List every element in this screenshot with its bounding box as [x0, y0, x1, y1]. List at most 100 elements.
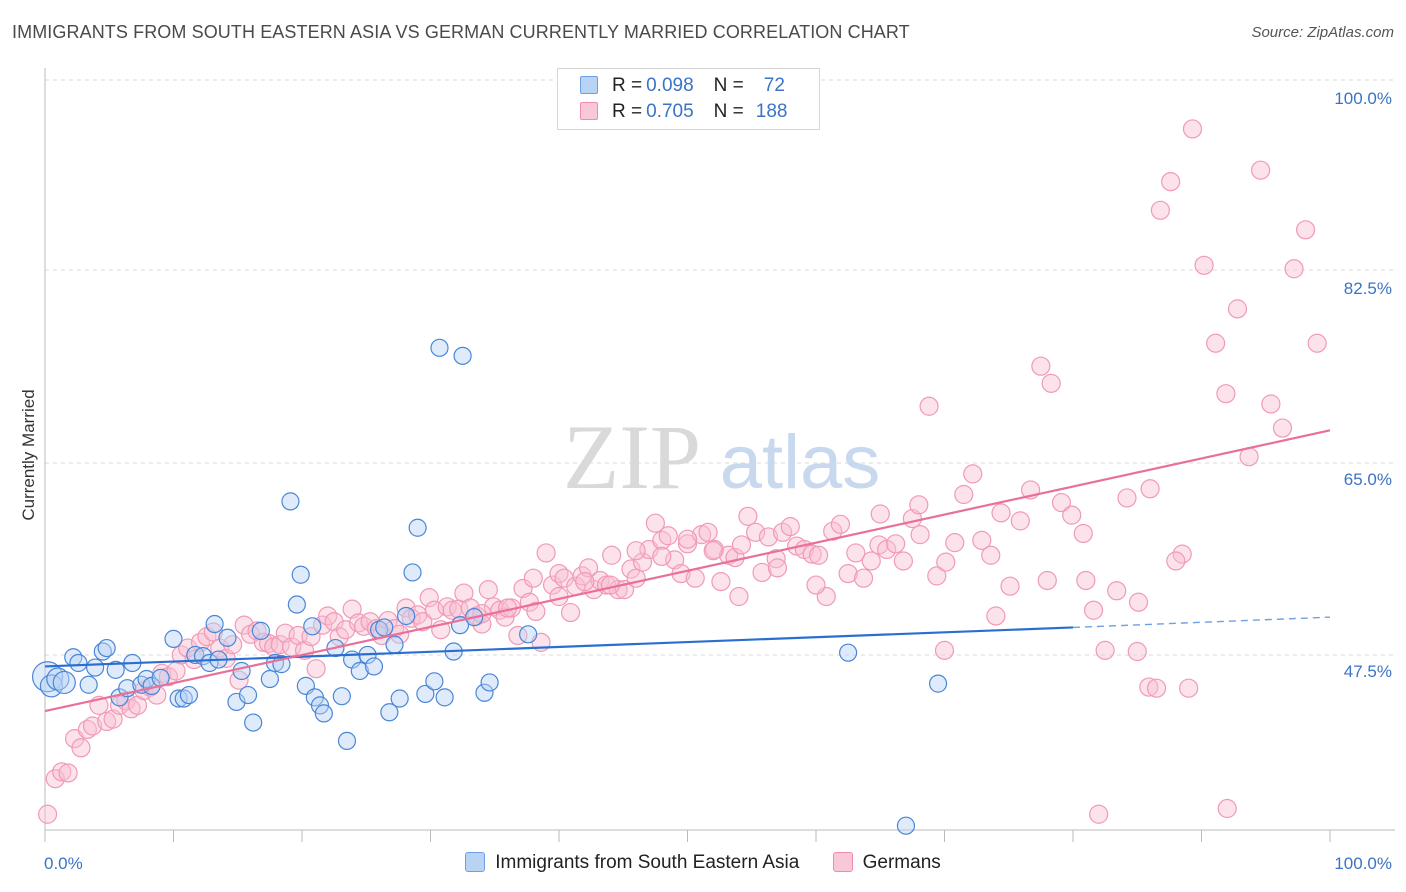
german-point	[963, 464, 983, 484]
sea-point	[291, 565, 310, 584]
legend-label-sea: Immigrants from South Eastern Asia	[495, 852, 800, 873]
german-point	[981, 545, 1001, 565]
german-point	[1083, 600, 1104, 620]
german-point	[1251, 160, 1271, 180]
sea-point	[839, 643, 858, 662]
legend-r-value-sea: 0.098	[646, 75, 694, 96]
sea-point	[332, 687, 351, 706]
sea-point	[52, 670, 76, 695]
watermark-zip: ZIP	[563, 406, 701, 508]
german-point	[306, 659, 326, 679]
german-point	[1216, 384, 1236, 404]
german-point	[542, 575, 563, 595]
german-point	[1095, 640, 1115, 660]
sea-point	[430, 338, 449, 357]
german-point	[77, 719, 98, 740]
sea-point	[218, 628, 237, 647]
sea-point	[232, 661, 251, 681]
y-axis-label: Currently Married	[19, 389, 38, 520]
grid	[45, 79, 1395, 656]
german-point	[1076, 570, 1096, 591]
german-point	[861, 551, 881, 571]
german-point	[893, 551, 913, 571]
legend-n-label: N =	[713, 101, 744, 122]
german-point	[1128, 592, 1149, 612]
german-point	[711, 572, 731, 592]
sea-point	[186, 645, 205, 665]
sea-point	[425, 672, 444, 691]
german-point	[919, 396, 939, 416]
sea-point	[164, 629, 183, 649]
german-point	[1000, 576, 1020, 596]
german-point	[1107, 581, 1127, 601]
german-point	[886, 534, 906, 554]
sea-point	[281, 492, 300, 511]
axes	[44, 68, 1395, 842]
german-point	[703, 541, 723, 561]
german-point	[523, 568, 543, 588]
legend-swatch-blue	[580, 76, 598, 94]
y-tick-label: 100.0%	[1334, 89, 1392, 108]
german-point	[37, 804, 58, 824]
sea-point	[337, 731, 357, 751]
sea-point	[403, 563, 422, 582]
sea-point	[174, 689, 193, 708]
german-point	[158, 667, 178, 687]
legend-swatch-pink	[580, 102, 598, 120]
germans-trend-line	[44, 429, 1331, 713]
german-point	[324, 612, 344, 632]
german-point	[602, 545, 622, 565]
y-tick-label: 47.5%	[1344, 662, 1392, 681]
german-point	[767, 558, 788, 578]
german-point	[1179, 678, 1199, 698]
german-point	[972, 530, 992, 550]
german-point	[1140, 479, 1160, 499]
legend-row-sea: R = 0.098 N = 72	[580, 75, 785, 101]
german-point	[677, 529, 698, 549]
german-point	[1031, 356, 1051, 376]
sea-point	[396, 606, 416, 626]
sea-point	[46, 667, 70, 691]
trend-lines	[44, 429, 1331, 713]
sea-point	[453, 346, 472, 365]
legend-r-label: R =	[612, 75, 643, 96]
sea-point	[227, 692, 246, 712]
german-point	[1146, 678, 1167, 698]
series-legend: Immigrants from South Eastern Asia Germa…	[0, 852, 1406, 874]
sea-point	[179, 685, 199, 705]
sea-point	[79, 675, 98, 694]
legend-label-germans: Germans	[862, 852, 941, 873]
german-point	[1127, 641, 1147, 662]
german-point	[698, 522, 718, 542]
german-point	[82, 716, 103, 736]
german-point	[936, 552, 956, 572]
german-point	[910, 525, 930, 545]
tick-labels: 47.5% 65.0% 82.5% 100.0% 0.0% 100.0%	[44, 89, 1392, 873]
german-point	[808, 545, 829, 565]
german-point	[1117, 488, 1137, 508]
german-point	[71, 738, 91, 758]
german-point	[621, 559, 641, 579]
german-point	[846, 543, 866, 563]
german-point	[645, 513, 665, 533]
german-point	[802, 544, 822, 564]
german-point	[247, 621, 267, 641]
german-point	[1295, 220, 1316, 240]
german-point	[772, 522, 793, 542]
sea-point	[435, 688, 454, 707]
german-point	[986, 606, 1006, 626]
german-point	[166, 661, 186, 681]
legend-row-germans: R = 0.705 N = 188	[580, 101, 787, 127]
german-point	[991, 503, 1011, 523]
legend-r-value-germans: 0.705	[646, 101, 694, 122]
sea-point	[390, 689, 409, 708]
german-point	[58, 763, 78, 783]
german-point	[870, 504, 890, 524]
german-point	[1227, 299, 1248, 319]
german-point	[1307, 333, 1327, 353]
german-point	[927, 566, 947, 586]
german-point	[945, 533, 965, 553]
german-point	[746, 522, 766, 542]
sea-point	[519, 625, 538, 644]
